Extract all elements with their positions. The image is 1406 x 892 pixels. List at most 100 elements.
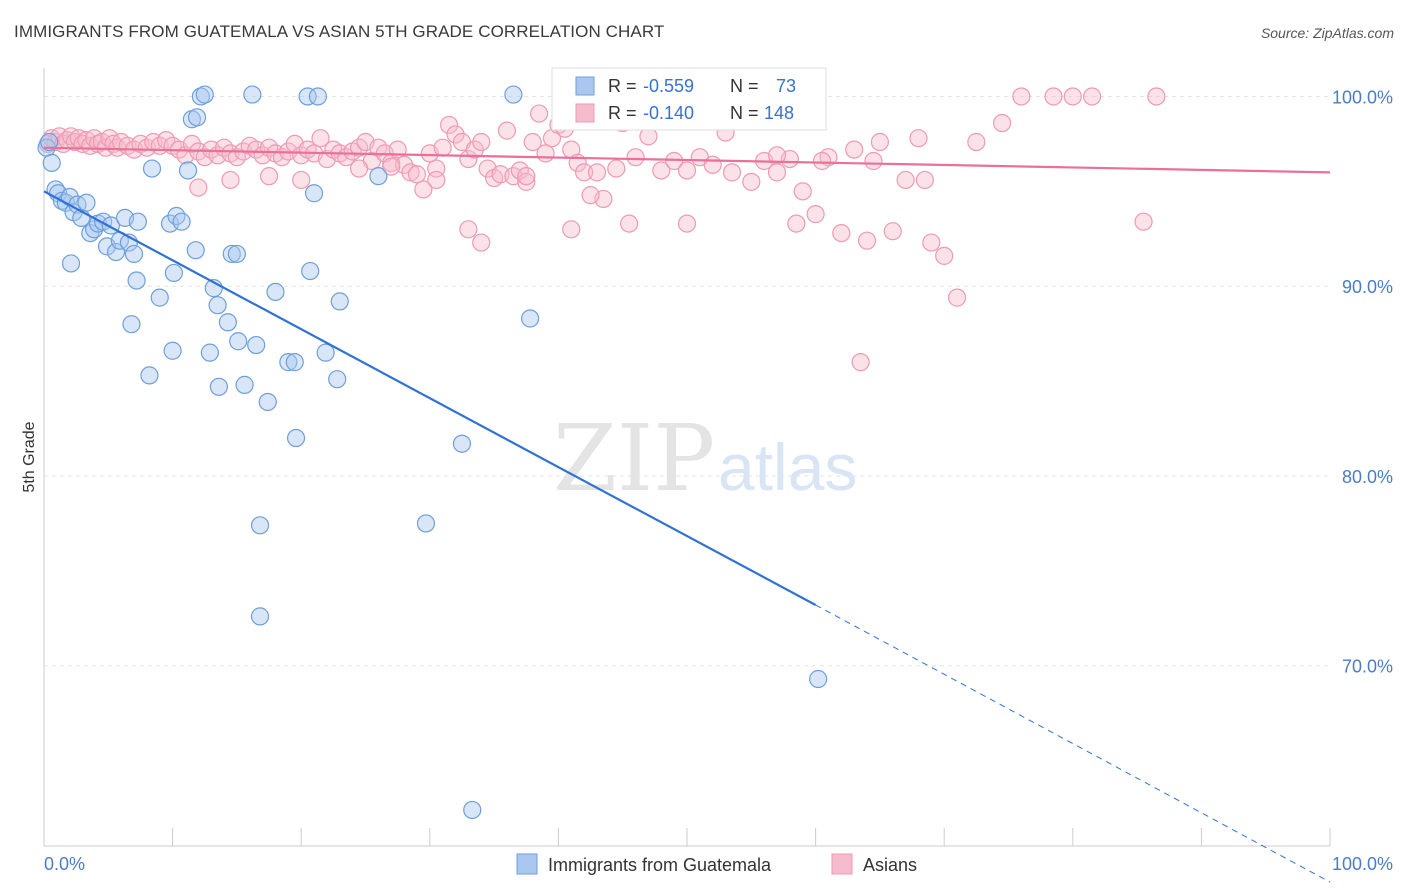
asians-point <box>722 163 742 182</box>
guatemala-point <box>124 244 144 264</box>
stats-n-label-blue: N = <box>730 76 759 96</box>
asians-point <box>1063 87 1082 106</box>
asians-point <box>742 172 761 191</box>
trend-lines <box>43 146 1331 883</box>
asians-point <box>607 159 626 178</box>
stats-box: R = -0.559 N = 73 R = -0.140 N = 148 <box>551 67 827 131</box>
asians-point <box>349 159 369 178</box>
asians-trend-line <box>43 146 1331 174</box>
guatemala-point <box>40 132 59 152</box>
legend-swatch-asians <box>831 853 853 875</box>
asians-point <box>896 170 915 190</box>
asians-point <box>259 167 279 186</box>
asians-point <box>530 104 549 123</box>
asians-point <box>787 214 806 233</box>
guatemala-point <box>77 193 96 212</box>
y-tick-label: 80.0% <box>1342 467 1393 487</box>
asians-point <box>1012 87 1031 106</box>
asians-point <box>832 223 851 243</box>
asians-point <box>915 170 935 190</box>
guatemala-point <box>200 343 219 362</box>
guatemala-point <box>452 434 472 453</box>
stats-r-value-pink: -0.140 <box>643 103 694 123</box>
source-credit: Source: ZipAtlas.com <box>1260 25 1394 41</box>
legend-label-asians: Asians <box>863 855 917 875</box>
stats-r-value-blue: -0.559 <box>643 76 694 96</box>
guatemala-point <box>178 161 198 180</box>
guatemala-point <box>42 153 61 172</box>
asians-point <box>845 140 864 159</box>
asians-point <box>909 129 928 148</box>
asians-point <box>947 288 967 307</box>
asians-point <box>433 138 452 157</box>
asians-point <box>883 222 902 241</box>
asians-point <box>472 233 491 252</box>
asians-point <box>587 163 607 182</box>
stats-n-value-pink: 148 <box>764 103 794 123</box>
watermark-atlas: atlas <box>718 430 857 504</box>
guatemala-point <box>186 241 205 260</box>
guatemala-point <box>106 242 126 262</box>
guatemala-point <box>258 392 277 412</box>
y-tick-label: 90.0% <box>1342 277 1393 297</box>
legend-label-guatemala: Immigrants from Guatemala <box>548 855 772 875</box>
asians-point <box>562 220 581 239</box>
asians-point <box>992 113 1012 133</box>
asians-point <box>382 157 401 176</box>
watermark: ZIP atlas <box>553 405 857 512</box>
guatemala-point <box>247 335 266 355</box>
asians-point <box>414 180 433 199</box>
asians-point <box>517 167 536 186</box>
guatemala-trend-line <box>43 190 817 606</box>
guatemala-point <box>463 800 482 820</box>
guatemala-point <box>250 516 270 535</box>
guatemala-point <box>279 353 298 372</box>
asians-point <box>575 163 594 182</box>
stats-r-label-blue: R = <box>608 76 637 96</box>
guatemala-point <box>167 206 186 226</box>
guatemala-point <box>164 263 183 283</box>
asians-point <box>793 182 812 201</box>
guatemala-point <box>229 332 248 351</box>
asians-point <box>864 151 883 171</box>
guatemala-point <box>328 370 347 389</box>
guatemala-point <box>298 87 317 106</box>
asians-point <box>523 132 542 152</box>
guatemala-point <box>521 309 540 328</box>
asians-point <box>189 178 208 197</box>
guatemala-point <box>416 514 436 533</box>
guatemala-point <box>285 353 304 372</box>
x-tick-label-max: 100.0% <box>1332 854 1393 874</box>
asians-point <box>581 186 600 205</box>
asians-point <box>1082 87 1102 106</box>
legend: Immigrants from Guatemala Asians <box>516 853 917 875</box>
y-tick-label: 70.0% <box>1342 657 1393 677</box>
asians-point <box>967 132 986 152</box>
asians-point <box>677 161 697 180</box>
asians-point <box>922 233 941 252</box>
guatemala-point <box>150 288 169 307</box>
guatemala-point <box>128 212 147 231</box>
legend-swatch-guatemala <box>516 853 538 875</box>
asians-point <box>182 134 201 154</box>
watermark-zip: ZIP <box>553 405 715 512</box>
guatemala-point <box>195 85 214 104</box>
asians-point <box>935 246 954 265</box>
asians-point <box>536 144 555 163</box>
guatemala-point <box>140 366 159 385</box>
asians-point <box>427 170 446 190</box>
chart-title: IMMIGRANTS FROM GUATEMALA VS ASIAN 5TH G… <box>14 22 665 41</box>
guatemala-point <box>235 375 254 394</box>
guatemala-point <box>160 214 180 233</box>
guatemala-points <box>37 85 828 820</box>
asians-point <box>221 170 240 190</box>
guatemala-point <box>330 292 349 311</box>
guatemala-point <box>218 313 237 332</box>
asians-point <box>851 353 870 372</box>
guatemala-trend-extension <box>815 604 1331 883</box>
asians-point <box>517 172 536 191</box>
y-axis-tick-labels: 100.0% 90.0% 80.0% 70.0% <box>1332 87 1393 676</box>
asians-point <box>459 220 478 239</box>
asians-point <box>870 132 890 152</box>
guatemala-point <box>266 282 285 302</box>
